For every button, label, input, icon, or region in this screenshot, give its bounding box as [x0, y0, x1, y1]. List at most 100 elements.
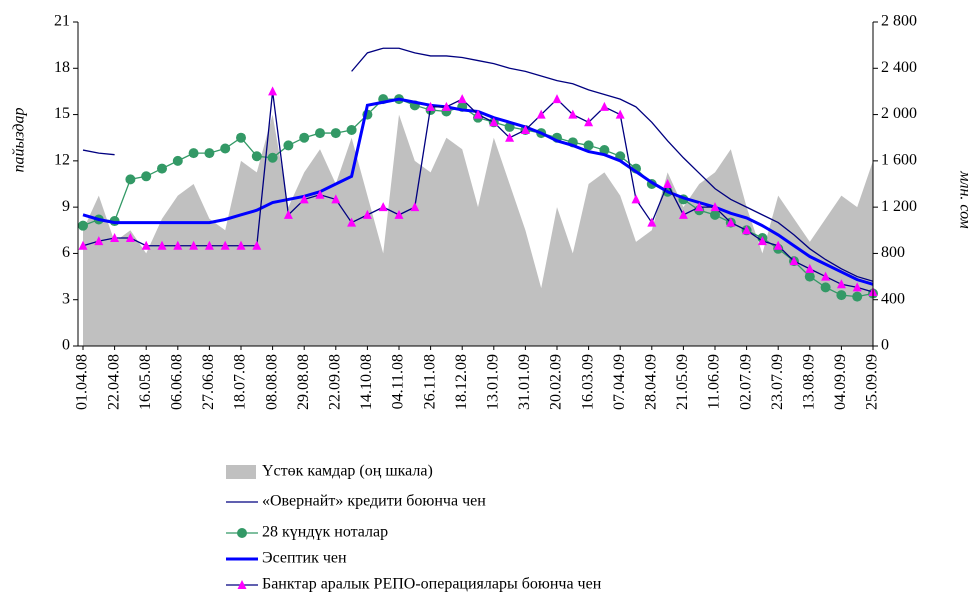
y2-tick-label: 2 800 — [881, 13, 917, 30]
marker — [283, 209, 293, 219]
marker — [663, 179, 673, 188]
marker — [173, 240, 183, 250]
marker — [315, 189, 325, 199]
line — [351, 47, 874, 282]
marker — [220, 143, 231, 154]
marker — [141, 240, 151, 250]
x-tick-label: 26.11.08 — [421, 354, 438, 409]
y2-tick-label: 2 400 — [881, 59, 917, 76]
x-tick-label: 06.06.08 — [168, 354, 185, 410]
marker — [410, 202, 420, 212]
x-tick-label: 16.03.09 — [579, 354, 596, 410]
marker — [599, 145, 610, 156]
marker — [252, 240, 262, 250]
marker — [489, 117, 499, 127]
marker — [268, 86, 278, 96]
x-tick-label: 29.08.08 — [295, 354, 312, 410]
x-tick-label: 18.07.08 — [232, 354, 249, 410]
x-tick-label: 18.12.08 — [453, 354, 470, 410]
line — [82, 149, 115, 156]
marker — [726, 217, 736, 227]
marker — [836, 279, 846, 289]
x-tick-label: 20.02.09 — [548, 354, 565, 410]
x-tick-label: 22.04.08 — [105, 354, 122, 410]
y-tick-label: 21 — [54, 13, 70, 30]
legend-label: 28 күндүк ноталар — [262, 524, 388, 541]
marker — [536, 109, 546, 119]
x-tick-label: 28.04.09 — [642, 354, 659, 410]
marker — [157, 240, 167, 250]
legend-label: «Овернайт» кредити боюнча чен — [262, 493, 486, 510]
marker — [505, 132, 515, 142]
marker — [789, 256, 799, 266]
marker — [742, 225, 752, 235]
x-tick-label: 13.08.09 — [800, 354, 817, 410]
marker — [347, 217, 357, 227]
marker — [773, 240, 783, 250]
marker — [188, 148, 199, 159]
marker — [78, 240, 88, 250]
marker — [283, 140, 294, 151]
marker — [220, 240, 230, 250]
y-tick-label: 18 — [54, 59, 70, 76]
marker — [125, 233, 135, 242]
marker — [251, 151, 262, 162]
y2-tick-label: 2 000 — [881, 105, 917, 122]
x-tick-label: 23.07.09 — [769, 354, 786, 410]
marker — [804, 271, 815, 282]
marker — [473, 109, 483, 119]
x-tick-label: 27.06.08 — [200, 354, 217, 410]
marker — [694, 202, 704, 212]
marker — [583, 140, 594, 151]
y2-tick-label: 0 — [881, 337, 889, 354]
x-tick-label: 25.09.09 — [864, 354, 881, 410]
marker — [267, 152, 278, 163]
x-tick-label: 02.07.09 — [737, 354, 754, 410]
marker — [441, 101, 451, 111]
y-tick-label: 15 — [54, 105, 70, 122]
legend-label: Банктар аралык РЕПО-операциялары боюнча … — [262, 576, 602, 593]
y2-tick-label: 1 200 — [881, 198, 917, 215]
x-tick-label: 14.10.08 — [358, 354, 375, 410]
y2-tick-label: 1 600 — [881, 152, 917, 169]
marker — [821, 271, 831, 281]
marker — [236, 240, 246, 250]
y2-axis-title: млн. сом — [956, 170, 973, 228]
y-tick-label: 12 — [54, 152, 70, 169]
marker — [457, 94, 467, 104]
marker — [299, 132, 310, 143]
marker — [631, 194, 641, 204]
marker — [647, 217, 657, 227]
x-tick-label: 07.04.09 — [611, 354, 628, 410]
marker — [204, 240, 214, 250]
marker — [552, 94, 562, 104]
y-axis-title: пайыздар — [11, 108, 28, 173]
marker — [110, 233, 120, 242]
area — [83, 114, 873, 346]
legend-swatch — [226, 465, 256, 479]
marker — [520, 125, 530, 134]
marker — [378, 202, 388, 212]
marker — [94, 236, 104, 246]
marker — [204, 148, 215, 159]
marker — [236, 132, 246, 143]
legend-marker — [237, 580, 247, 589]
x-tick-label: 08.08.08 — [263, 354, 280, 410]
marker — [330, 128, 341, 139]
y-tick-label: 0 — [62, 337, 70, 354]
marker — [568, 109, 578, 119]
marker — [189, 240, 199, 250]
x-tick-label: 13.01.09 — [484, 354, 501, 410]
marker — [678, 209, 688, 219]
marker — [710, 202, 720, 212]
x-tick-label: 04.11.08 — [390, 354, 407, 409]
marker — [315, 128, 325, 139]
x-tick-label: 11.06.09 — [706, 354, 723, 409]
marker — [172, 155, 183, 166]
marker — [78, 220, 88, 231]
x-tick-label: 01.04.08 — [74, 354, 91, 410]
x-tick-label: 31.01.09 — [516, 354, 533, 410]
marker — [710, 209, 720, 220]
marker — [125, 174, 136, 185]
